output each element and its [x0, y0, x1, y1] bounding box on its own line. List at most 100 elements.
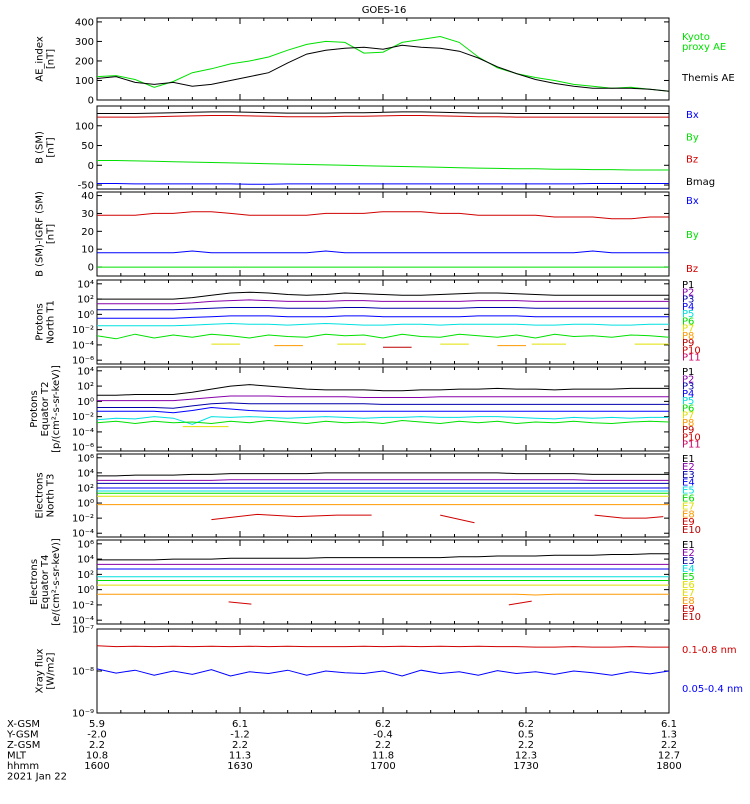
legend-label: Bmag: [686, 177, 715, 188]
series-e1: [97, 553, 669, 561]
legend-label: E3: [682, 470, 695, 481]
y-tick-label: 20: [81, 227, 94, 238]
y-tick-label: 10²: [77, 483, 94, 494]
y-tick-label: 10⁻²: [72, 325, 94, 336]
legend-label: By: [686, 230, 699, 241]
legend-label: P10: [682, 345, 701, 356]
legend-label: 0.05-0.4 nm: [682, 684, 743, 695]
legend-label: P10: [682, 432, 701, 443]
y-tick-label: 10⁻⁴: [72, 427, 94, 438]
legend-label: Kyoto: [682, 32, 710, 43]
y-axis-label: Xray flux: [35, 649, 46, 694]
footer-value: 5.9: [89, 719, 105, 730]
y-tick-label: 10⁻⁴: [72, 616, 94, 627]
y-axis-label: [p/(cm²-s-sr-keV)]: [51, 365, 62, 453]
legend-label: E8: [682, 596, 695, 607]
y-tick-label: 10⁰: [77, 397, 94, 408]
legend-label: P1: [682, 367, 694, 378]
footer-value: 1800: [656, 761, 681, 772]
footer-value: 1.3: [661, 730, 677, 741]
series-bx: [97, 183, 669, 185]
legend-label: P2: [682, 287, 694, 298]
series-e1: [97, 472, 669, 477]
footer-value: -1.2: [230, 730, 250, 741]
y-axis-label: [e/(cm²-s-sr-keV)]: [51, 538, 62, 626]
series-p6: [96, 416, 669, 425]
legend-label: By: [686, 132, 699, 143]
legend-label: Bx: [686, 110, 699, 121]
legend-label: P6: [682, 316, 694, 327]
legend-label: E2: [682, 462, 695, 473]
y-tick-label: 10²: [77, 295, 94, 306]
y-tick-label: 0: [88, 161, 94, 172]
legend-label: E5: [682, 572, 695, 583]
footer-row-label: hhmm: [7, 761, 39, 772]
series-themis-ae: [96, 44, 670, 92]
y-axis-label: Equator T4: [40, 555, 51, 610]
y-tick-label: 10⁴: [77, 468, 94, 479]
legend-label: P8: [682, 418, 694, 429]
footer-row-label: Z-GSM: [7, 740, 40, 751]
footer-value: 0.5: [518, 730, 534, 741]
legend-label: Bz: [686, 155, 698, 166]
y-tick-label: 300: [75, 37, 94, 48]
legend-label: E1: [682, 454, 695, 465]
footer-value: 6.2: [518, 719, 534, 730]
y-tick-label: 10: [81, 245, 94, 256]
legend-label: E7: [682, 588, 695, 599]
y-tick-label: 0: [88, 263, 94, 274]
y-axis-label: [nT]: [46, 137, 57, 157]
legend-label: E5: [682, 486, 695, 497]
y-tick-label: 0: [88, 96, 94, 107]
y-tick-label: 30: [81, 209, 94, 220]
legend-label: E9: [682, 604, 695, 615]
y-axis-label: Protons: [35, 303, 46, 340]
legend-label: P9: [682, 425, 694, 436]
legend-label: P4: [682, 302, 694, 313]
y-tick-label: 10⁻²: [72, 412, 94, 423]
series-fragment: [440, 514, 475, 524]
legend-label: Bx: [686, 196, 699, 207]
footer-value: 2.2: [232, 740, 248, 751]
legend-label: Themis AE: [681, 73, 735, 84]
y-tick-label: 10⁻²: [72, 600, 94, 611]
legend-label: E8: [682, 509, 695, 520]
legend-label: P6: [682, 403, 694, 414]
y-tick-label: 40: [81, 191, 94, 202]
footer-row-label: X-GSM: [7, 719, 40, 730]
footer-value: 2.2: [375, 740, 391, 751]
legend-label: E1: [682, 540, 695, 551]
footer-value: 10.8: [86, 751, 108, 762]
y-tick-label: -50: [78, 181, 94, 192]
series-fragment: [211, 513, 372, 521]
panel-frame-bigrf: [96, 191, 670, 277]
footer-value: -2.0: [87, 730, 107, 741]
series-fragment: [508, 600, 532, 606]
legend-label: E7: [682, 501, 695, 512]
legend-label: E9: [682, 517, 695, 528]
series-p1: [97, 384, 669, 396]
y-tick-label: 10⁻²: [72, 514, 94, 525]
series-kyoto-proxy-ae: [96, 35, 670, 92]
y-axis-label: Equator T2: [40, 382, 51, 437]
y-tick-label: 400: [75, 17, 94, 28]
series-p7: [96, 419, 670, 425]
legend-label: P2: [682, 374, 694, 385]
legend-label: E2: [682, 548, 695, 559]
legend-label: P3: [682, 382, 694, 393]
footer-row-label: Y-GSM: [6, 730, 39, 741]
y-axis-label: AE_index: [35, 36, 46, 82]
y-axis-label: B (SM)-IGRF (SM): [35, 191, 46, 277]
legend-label: E4: [682, 564, 695, 575]
panel-frame-prote: [96, 366, 670, 452]
legend-label: P11: [682, 353, 701, 364]
plot-title: GOES-16: [362, 5, 407, 16]
y-tick-label: 10⁴: [77, 555, 94, 566]
footer-value: 12.7: [658, 751, 680, 762]
series-fragment: [228, 601, 252, 605]
y-tick-label: 10⁻⁶: [72, 443, 94, 454]
y-tick-label: 100: [75, 121, 94, 132]
panel-frame-protn: [96, 279, 670, 365]
legend-label: E3: [682, 556, 695, 567]
